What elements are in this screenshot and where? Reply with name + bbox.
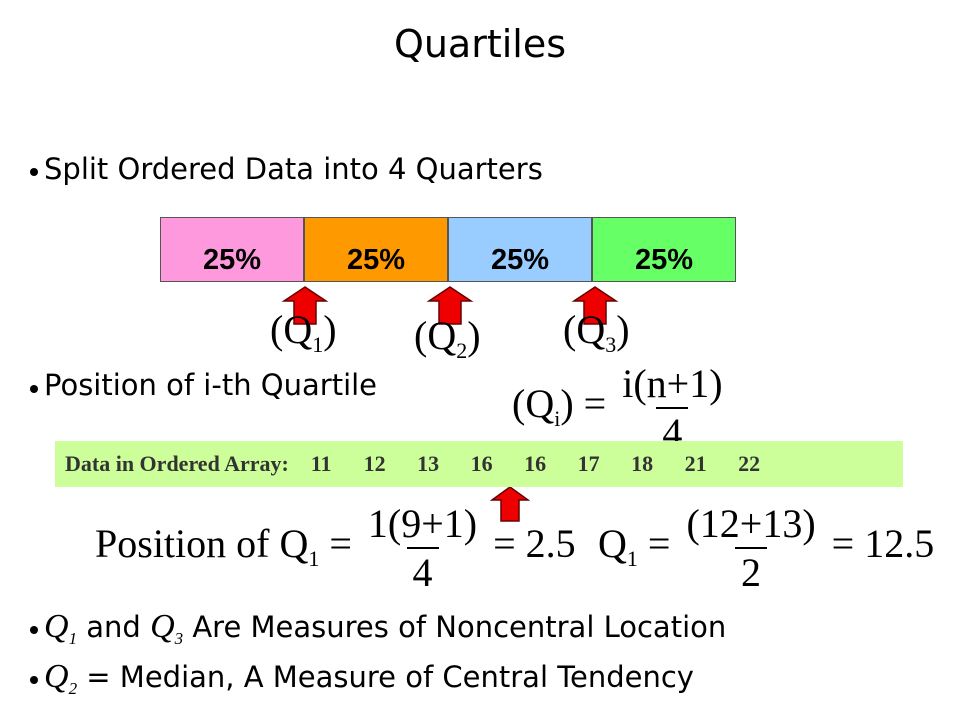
bullet: Position of i-th Quartile (44, 368, 378, 402)
bullet: Q1 and Q3 Are Measures of Noncentral Loc… (44, 608, 726, 649)
formula: (Qi) = i(n+1) 4 (512, 360, 729, 456)
text: = Median, A Measure of Central Tendency (86, 660, 694, 694)
subscript: 1 (312, 332, 324, 357)
text: Q (44, 608, 69, 645)
data-value: 11 (310, 451, 332, 476)
text: ) = (560, 381, 607, 427)
text: Q (598, 521, 627, 567)
data-value: 13 (417, 451, 440, 476)
bullet: Q2 = Median, A Measure of Central Tenden… (44, 658, 694, 699)
subscript: 2 (456, 338, 468, 363)
text: and (86, 610, 141, 644)
text: Q (150, 608, 175, 645)
text: = (647, 521, 671, 567)
quartile-label: (Q3) (563, 306, 630, 358)
data-value: 21 (684, 451, 707, 476)
text: Are Measures of Noncentral Location (192, 610, 727, 644)
subscript: 3 (174, 628, 184, 648)
text: Position of Q (95, 521, 309, 567)
fraction: 1(9+1) 4 (368, 500, 477, 596)
text: (Q (563, 307, 606, 352)
subscript: 2 (68, 678, 78, 698)
quartile-label: (Q1) (270, 306, 337, 358)
data-array: Data in Ordered Array: 11 12 13 16 16 17 18 21 2… (55, 441, 903, 487)
formula: Q1 = (12+13) 2 = 12.5 (598, 500, 934, 596)
data-value: 17 (577, 451, 600, 476)
quartile-label: (Q2) (414, 312, 481, 364)
quarter-box: 25% (304, 217, 448, 282)
title: Quartiles (393, 22, 567, 66)
quarter-box: 25% (592, 217, 736, 282)
data-value: 16 (470, 451, 493, 476)
text: ) (616, 307, 630, 352)
text: = 2.5 (493, 521, 576, 567)
denominator: 2 (735, 547, 768, 596)
subscript: 1 (308, 546, 320, 572)
subscript: i (554, 406, 561, 432)
arrow (571, 286, 619, 325)
fraction: (12+13) 2 (686, 500, 815, 596)
numerator: i(n+1) (622, 361, 723, 406)
text: (Q (512, 381, 555, 427)
data-value: 12 (363, 451, 386, 476)
arrow (426, 286, 474, 325)
text: Q (44, 658, 69, 695)
bullet-dot (30, 626, 38, 634)
arrow (281, 286, 329, 325)
quarter-box: 25% (448, 217, 592, 282)
text: = 12.5 (831, 521, 935, 567)
subscript: 1 (626, 546, 638, 572)
data-value: 16 (524, 451, 547, 476)
data-value: 22 (738, 451, 761, 476)
numerator: (12+13) (686, 501, 816, 546)
data-value: 18 (631, 451, 654, 476)
text: = (329, 521, 352, 567)
numerator: 1(9+1) (367, 501, 478, 546)
label: Data in Ordered Array: (65, 451, 289, 476)
bullet-dot (30, 385, 38, 393)
subscript: 1 (68, 628, 78, 648)
quarter-box: 25% (160, 217, 304, 282)
denominator: 4 (406, 547, 439, 596)
formula: Position of Q1 = 1(9+1) 4 = 2.5 (95, 500, 576, 596)
bullet: Split Ordered Data into 4 Quarters (44, 152, 543, 186)
subscript: 3 (605, 332, 617, 357)
text: (Q (270, 307, 313, 352)
text: ) (467, 313, 481, 358)
arrow (489, 486, 531, 522)
bullet-dot (30, 168, 38, 176)
text: (Q (414, 313, 457, 358)
bullet-dot (30, 676, 38, 684)
text: ) (323, 307, 337, 352)
